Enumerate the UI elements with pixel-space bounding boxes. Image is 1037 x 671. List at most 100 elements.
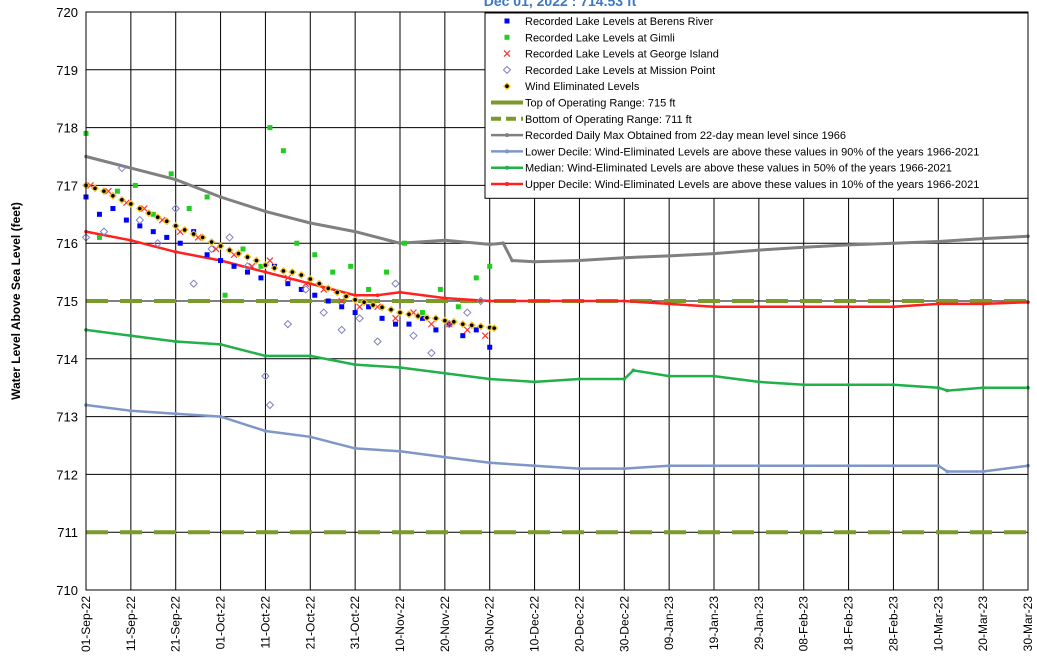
data-point — [419, 315, 425, 321]
series-point — [353, 446, 357, 451]
legend-label: Lower Decile: Wind-Eliminated Levels are… — [525, 146, 979, 158]
series-point — [622, 377, 627, 381]
series-point — [936, 385, 941, 390]
series-point — [801, 463, 806, 468]
data-point-dot — [102, 189, 106, 193]
data-point — [433, 327, 439, 333]
data-point — [189, 279, 198, 288]
data-point — [406, 321, 412, 327]
data-point — [248, 262, 256, 270]
data-point — [392, 314, 399, 322]
series-point — [667, 254, 671, 258]
series-point — [757, 380, 761, 384]
legend-marker — [505, 149, 509, 154]
data-point — [243, 262, 252, 271]
data-point — [267, 125, 273, 131]
data-point-dot — [398, 310, 402, 315]
series-point — [577, 258, 582, 263]
data-point — [338, 297, 346, 305]
data-point — [280, 148, 286, 154]
x-tick-label: 09-Jan-23 — [662, 596, 676, 650]
series-point — [487, 461, 492, 465]
data-point-dot — [478, 324, 483, 329]
data-point-dot — [263, 263, 268, 267]
series-point — [667, 463, 671, 468]
data-point — [240, 246, 246, 252]
series-point — [846, 304, 851, 309]
x-tick-label: 10-Nov-22 — [393, 596, 407, 652]
data-point — [150, 211, 156, 217]
y-tick-label: 712 — [56, 467, 78, 482]
data-point — [339, 304, 345, 310]
data-point — [437, 286, 443, 292]
legend-label: Bottom of Operating Range: 711 ft — [525, 114, 692, 126]
data-point — [352, 310, 358, 316]
x-axis-ticks: 01-Sep-22 11-Sep-22 21-Sep-22 01-Oct-22 11-O… — [79, 596, 1035, 652]
data-point — [110, 206, 116, 212]
data-point — [294, 240, 300, 246]
data-point — [463, 326, 471, 334]
series-line — [85, 155, 1029, 264]
legend-marker-dot — [505, 84, 509, 88]
data-point-dot — [129, 202, 133, 206]
legend-marker — [504, 34, 510, 40]
x-tick-label: 20-Nov-22 — [438, 596, 452, 652]
data-point — [487, 344, 493, 350]
data-point — [171, 204, 180, 213]
series-point — [712, 251, 716, 256]
legend-marker — [505, 133, 509, 138]
x-tick-label: 08-Feb-23 — [797, 596, 811, 652]
series-point — [945, 388, 950, 393]
data-point-dot — [254, 258, 259, 263]
chart-title: Dec 01, 2022 : 714.53 ft — [484, 0, 637, 9]
legend-item: Recorded Lake Levels at Gimli — [504, 32, 675, 44]
data-point-dot — [434, 316, 438, 321]
data-point-dot — [344, 294, 348, 299]
data-point-dot — [236, 251, 241, 256]
x-tick-label: 21-Sep-22 — [169, 596, 183, 652]
legend-box — [484, 12, 1029, 199]
data-point — [455, 304, 461, 310]
series-point — [712, 463, 716, 468]
data-point-dot — [353, 298, 357, 302]
data-point — [140, 205, 148, 212]
data-point — [261, 371, 270, 381]
data-point-dot — [272, 266, 277, 270]
series-point — [218, 195, 223, 199]
data-point-dot — [93, 186, 97, 191]
y-tick-label: 720 — [56, 5, 78, 20]
series-point — [757, 463, 761, 468]
data-point — [460, 333, 466, 339]
data-point-dot — [362, 300, 366, 304]
series-point — [129, 409, 133, 413]
data-point — [265, 400, 275, 410]
series-point — [308, 221, 313, 225]
legend-label: Recorded Lake Levels at Mission Point — [525, 65, 715, 77]
series-point — [891, 463, 896, 468]
data-point-dot — [469, 323, 474, 328]
x-tick-label: 20-Mar-23 — [976, 596, 990, 652]
data-point-dot — [299, 273, 304, 277]
series-point — [398, 290, 402, 295]
series-point — [801, 245, 806, 250]
series-point — [891, 383, 896, 387]
data-point-dot — [290, 270, 295, 274]
data-point — [117, 163, 127, 173]
y-tick-label: 718 — [56, 121, 78, 136]
data-point-dot — [245, 255, 250, 259]
legend-label: Recorded Lake Levels at George Island — [525, 49, 719, 61]
series-point — [846, 463, 851, 468]
data-point-dot — [281, 269, 286, 273]
series-point — [936, 463, 941, 468]
x-tick-label: 10-Dec-22 — [528, 596, 542, 652]
x-tick-label: 31-Oct-22 — [348, 596, 362, 650]
data-point — [330, 269, 336, 275]
series-point — [308, 354, 313, 358]
data-point — [401, 240, 407, 246]
series-point — [308, 435, 313, 439]
data-point-dot — [452, 320, 456, 324]
y-tick-label: 719 — [56, 63, 78, 78]
legend-marker — [502, 65, 512, 75]
data-point — [231, 263, 237, 269]
series-point — [577, 466, 582, 471]
